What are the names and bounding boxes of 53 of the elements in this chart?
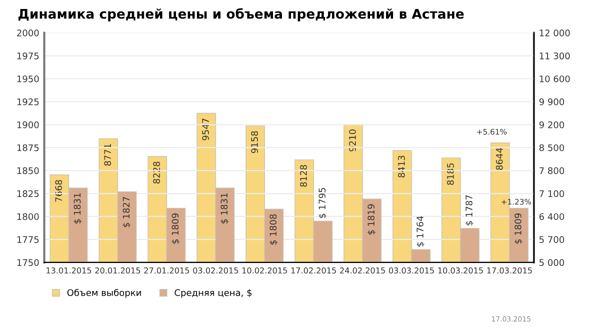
y2-tick-label: 7 100 <box>540 190 564 198</box>
data-label: 8185 <box>446 163 454 185</box>
x-tick-label: 10.03.2015 <box>438 267 483 274</box>
y-tick-label: 1975 <box>17 52 39 60</box>
legend-label: Объем выборки <box>67 288 141 298</box>
x-tick-label: 17.02.2015 <box>291 267 336 274</box>
data-label: $ 1795 <box>318 188 327 218</box>
y2-tick-label: 5 700 <box>540 236 564 243</box>
legend-label: Средняя цена, $ <box>174 289 252 298</box>
chart-title: Динамика средней цены и объема предложений в Астане <box>18 8 464 22</box>
y-tick-label: 1825 <box>17 190 39 198</box>
y-tick-label: 1775 <box>17 236 39 243</box>
y2-tick-label: 10 600 <box>540 75 570 82</box>
x-tick-label: 03.03.2015 <box>388 267 434 274</box>
data-label: 8413 <box>398 156 405 178</box>
y2-tick-label: 7 800 <box>540 167 564 174</box>
y-tick-label: 1875 <box>17 144 39 152</box>
x-tick-label: 20.01.2015 <box>95 267 140 274</box>
x-tick-label: 27.01.2015 <box>144 267 190 274</box>
y2-tick-label: 8 500 <box>539 144 564 152</box>
data-label: $ 1827 <box>122 197 131 228</box>
x-tick-label: 17.03.2015 <box>487 267 532 274</box>
data-label: $ 1809 <box>514 213 523 244</box>
x-tick-label: 24.02.2015 <box>340 267 385 274</box>
data-label: $ 1787 <box>465 195 474 226</box>
data-label: 9547 <box>202 118 209 140</box>
y2-tick-label: 11 300 <box>540 52 570 60</box>
y2-tick-label: 6 400 <box>539 213 564 220</box>
data-label: 8128 <box>300 165 307 187</box>
x-tick-label: 03.02.2015 <box>193 267 238 274</box>
y-tick-label: 1950 <box>17 75 39 82</box>
y-tick-label: 1850 <box>17 167 39 174</box>
y-tick-label: 2000 <box>17 30 39 36</box>
y2-tick-label: 5 000 <box>540 259 564 266</box>
data-label: $ 1831 <box>220 193 229 224</box>
y-tick-label: 1900 <box>17 121 39 128</box>
y2-tick-label: 9 200 <box>539 121 564 128</box>
data-label: 7668 <box>55 180 62 202</box>
data-label: $ 1809 <box>172 213 180 244</box>
data-label: $ 1831 <box>74 193 82 224</box>
y2-tick-label: 12 000 <box>540 30 570 36</box>
y2-tick-label: 9 900 <box>539 98 564 106</box>
x-tick-label: 13.01.2015 <box>46 267 92 274</box>
y-tick-label: 1925 <box>17 98 39 106</box>
data-label: $ 1819 <box>367 204 376 234</box>
data-label: 8771 <box>104 144 112 166</box>
data-label: 8644 <box>496 148 503 170</box>
y-tick-label: 1800 <box>17 213 39 220</box>
y-tick-label: 1750 <box>17 259 39 266</box>
data-label: $ 1808 <box>270 214 278 245</box>
data-label: $ 1764 <box>416 216 425 246</box>
data-label: 9158 <box>251 131 258 154</box>
x-tick-label: 10.02.2015 <box>242 267 287 274</box>
